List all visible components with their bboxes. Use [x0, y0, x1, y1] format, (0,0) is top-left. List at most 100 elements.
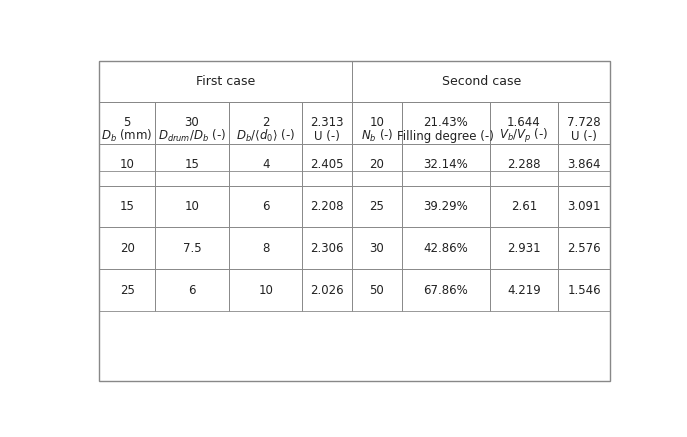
- Bar: [402, 186, 490, 227]
- Text: 2: 2: [262, 116, 269, 129]
- Bar: [229, 102, 302, 171]
- Bar: [352, 61, 610, 102]
- Bar: [229, 144, 302, 186]
- Text: 2.405: 2.405: [311, 158, 344, 171]
- Bar: [302, 269, 352, 311]
- Text: 2.306: 2.306: [311, 242, 344, 255]
- Text: 67.86%: 67.86%: [423, 284, 468, 297]
- Text: 8: 8: [262, 242, 269, 255]
- Text: 2.576: 2.576: [567, 242, 601, 255]
- Text: 10: 10: [120, 158, 135, 171]
- Text: 30: 30: [370, 242, 384, 255]
- Text: 21.43%: 21.43%: [423, 116, 468, 129]
- Bar: [302, 186, 352, 227]
- Bar: [99, 61, 352, 102]
- Bar: [402, 102, 490, 144]
- Text: 7.728: 7.728: [567, 116, 601, 129]
- Bar: [558, 144, 610, 186]
- Text: 3.864: 3.864: [567, 158, 601, 171]
- Bar: [352, 102, 402, 171]
- Bar: [352, 186, 402, 227]
- Text: 10: 10: [185, 200, 199, 213]
- Text: 5: 5: [124, 116, 131, 129]
- Bar: [490, 186, 558, 227]
- Text: 20: 20: [120, 242, 135, 255]
- Text: 10: 10: [258, 284, 273, 297]
- Text: 20: 20: [370, 158, 384, 171]
- Bar: [155, 227, 229, 269]
- Bar: [402, 269, 490, 311]
- Text: 6: 6: [262, 200, 269, 213]
- Bar: [302, 102, 352, 144]
- Bar: [352, 102, 402, 144]
- Text: U (-): U (-): [315, 130, 340, 143]
- Bar: [155, 144, 229, 186]
- Bar: [99, 102, 155, 171]
- Bar: [352, 269, 402, 311]
- Text: Filling degree (-): Filling degree (-): [397, 130, 494, 143]
- Bar: [558, 186, 610, 227]
- Text: 30: 30: [185, 116, 199, 129]
- Bar: [558, 269, 610, 311]
- Text: $D_b/\langle d_0\rangle$ (-): $D_b/\langle d_0\rangle$ (-): [236, 128, 295, 144]
- Text: 25: 25: [370, 200, 384, 213]
- Text: 7.5: 7.5: [183, 242, 201, 255]
- Text: 2.288: 2.288: [507, 158, 541, 171]
- Bar: [302, 144, 352, 186]
- Text: 25: 25: [120, 284, 135, 297]
- Text: 10: 10: [370, 116, 384, 129]
- Bar: [402, 227, 490, 269]
- Bar: [490, 102, 558, 144]
- Text: 50: 50: [370, 284, 384, 297]
- Text: 1.644: 1.644: [507, 116, 541, 129]
- Text: 3.091: 3.091: [567, 200, 601, 213]
- Bar: [229, 102, 302, 144]
- Text: 2.026: 2.026: [311, 284, 344, 297]
- Bar: [402, 102, 490, 171]
- Bar: [99, 186, 155, 227]
- Text: 15: 15: [185, 158, 199, 171]
- Text: 32.14%: 32.14%: [423, 158, 468, 171]
- Bar: [558, 102, 610, 171]
- Bar: [558, 227, 610, 269]
- Text: 2.313: 2.313: [311, 116, 344, 129]
- Bar: [229, 269, 302, 311]
- Bar: [155, 102, 229, 144]
- Bar: [99, 102, 155, 144]
- Text: $D_b$ (mm): $D_b$ (mm): [102, 128, 153, 144]
- Text: 2.61: 2.61: [510, 200, 537, 213]
- Text: $N_b$ (-): $N_b$ (-): [361, 128, 393, 144]
- Text: 4.219: 4.219: [507, 284, 541, 297]
- Bar: [99, 144, 155, 186]
- Bar: [155, 102, 229, 171]
- Bar: [155, 269, 229, 311]
- Text: Second case: Second case: [442, 75, 521, 88]
- Text: $V_b/V_p$ (-): $V_b/V_p$ (-): [499, 127, 548, 146]
- Text: 39.29%: 39.29%: [423, 200, 468, 213]
- Text: 42.86%: 42.86%: [423, 242, 468, 255]
- Bar: [490, 102, 558, 171]
- Text: 2.931: 2.931: [507, 242, 541, 255]
- Text: $D_{drum}/D_b$ (-): $D_{drum}/D_b$ (-): [158, 128, 226, 144]
- Bar: [490, 269, 558, 311]
- Bar: [229, 186, 302, 227]
- Bar: [352, 144, 402, 186]
- Text: 6: 6: [188, 284, 196, 297]
- Bar: [155, 186, 229, 227]
- Text: First case: First case: [196, 75, 256, 88]
- Bar: [302, 227, 352, 269]
- Bar: [229, 227, 302, 269]
- Bar: [490, 227, 558, 269]
- Bar: [558, 102, 610, 144]
- Bar: [99, 269, 155, 311]
- Bar: [352, 227, 402, 269]
- Text: 1.546: 1.546: [567, 284, 601, 297]
- Text: 15: 15: [120, 200, 135, 213]
- Bar: [99, 227, 155, 269]
- Bar: [302, 102, 352, 171]
- Text: 4: 4: [262, 158, 269, 171]
- Bar: [490, 144, 558, 186]
- Text: 2.208: 2.208: [311, 200, 344, 213]
- Text: U (-): U (-): [571, 130, 597, 143]
- Bar: [402, 144, 490, 186]
